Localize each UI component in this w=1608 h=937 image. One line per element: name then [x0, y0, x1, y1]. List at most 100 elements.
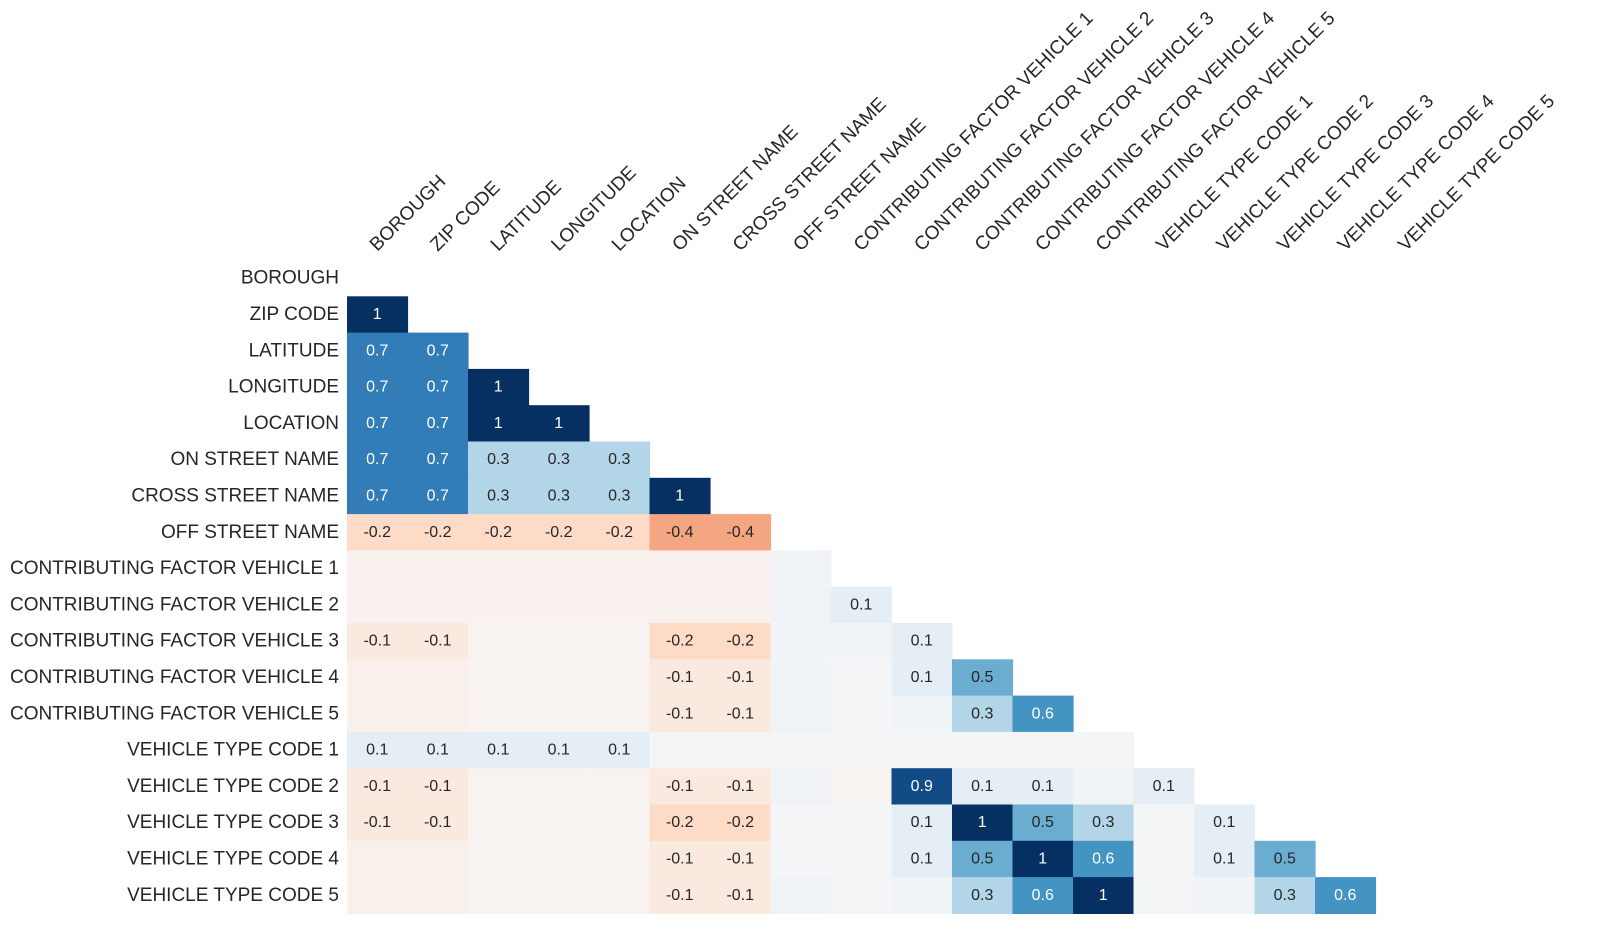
heatmap-cell	[770, 586, 832, 624]
heatmap-cell	[528, 877, 590, 914]
heatmap-cell	[1133, 840, 1195, 878]
heatmap-cell-label: 0.3	[548, 487, 570, 504]
row-label: VEHICLE TYPE CODE 3	[127, 812, 339, 833]
heatmap-cell	[528, 623, 590, 660]
heatmap-cell	[347, 695, 409, 733]
heatmap-cell	[407, 514, 469, 551]
heatmap-cell	[649, 695, 711, 733]
heatmap-cell	[891, 659, 953, 697]
heatmap-cell	[710, 731, 772, 769]
heatmap-cell-label: -0.1	[666, 778, 694, 795]
row-label: ZIP CODE	[250, 304, 339, 325]
heatmap-cell	[1073, 731, 1135, 769]
heatmap-cell-label: -0.2	[545, 524, 573, 541]
heatmap-cell	[831, 804, 893, 842]
heatmap-cell-label: -0.4	[726, 524, 754, 541]
heatmap-cell	[347, 659, 409, 697]
heatmap-cell-label: 0.7	[366, 415, 388, 432]
row-label: CONTRIBUTING FACTOR VEHICLE 5	[10, 703, 339, 724]
heatmap-cell	[831, 731, 893, 769]
heatmap-cell	[1012, 768, 1074, 806]
heatmap-cell-label: 1	[1099, 887, 1108, 904]
heatmap-cell-label: 0.7	[366, 379, 388, 396]
heatmap-cell	[468, 768, 530, 806]
heatmap-cell	[831, 877, 893, 914]
heatmap-cell	[589, 840, 651, 878]
heatmap-cell	[770, 623, 832, 660]
heatmap-cell	[347, 441, 409, 479]
heatmap-cell	[1012, 695, 1074, 733]
heatmap-cell-label: 0.7	[366, 342, 388, 359]
heatmap-cell-label: 0.3	[608, 451, 630, 468]
heatmap-cell-label: -0.1	[726, 887, 754, 904]
heatmap-cell	[589, 659, 651, 697]
heatmap-cell	[831, 840, 893, 878]
heatmap-cell	[347, 840, 409, 878]
heatmap-cell	[1073, 877, 1135, 914]
heatmap-cell	[770, 840, 832, 878]
heatmap-cell-label: 0.6	[1092, 850, 1114, 867]
heatmap-cell-label: -0.2	[726, 814, 754, 831]
heatmap-cell-label: 0.7	[427, 415, 449, 432]
heatmap-cell-label: 0.3	[487, 487, 509, 504]
heatmap-cell	[468, 659, 530, 697]
heatmap-cell	[407, 731, 469, 769]
heatmap-cell	[407, 586, 469, 624]
heatmap-cell	[1012, 804, 1074, 842]
heatmap-cell-label: -0.1	[726, 778, 754, 795]
heatmap-cell	[1012, 731, 1074, 769]
heatmap-cell	[710, 768, 772, 806]
heatmap-cell-label: 0.3	[971, 705, 993, 722]
heatmap-cell-label: 0.1	[911, 814, 933, 831]
heatmap-cell	[528, 659, 590, 697]
heatmap-cell	[528, 441, 590, 479]
heatmap-cell	[831, 695, 893, 733]
heatmap-cell-label: -0.1	[424, 633, 452, 650]
heatmap-cell-label: 1	[494, 379, 503, 396]
heatmap-cell	[710, 659, 772, 697]
heatmap-cell	[1254, 877, 1316, 914]
heatmap-cell	[347, 550, 409, 588]
heatmap-cell	[528, 768, 590, 806]
heatmap-cell-label: 1	[373, 306, 382, 323]
heatmap-cell	[407, 804, 469, 842]
heatmap-cell	[407, 550, 469, 588]
heatmap-cell	[1133, 877, 1195, 914]
heatmap-cell	[589, 695, 651, 733]
heatmap-cell	[347, 731, 409, 769]
heatmap-cell	[589, 804, 651, 842]
heatmap-cell	[710, 695, 772, 733]
heatmap-cell	[1194, 804, 1256, 842]
heatmap-cell	[407, 659, 469, 697]
heatmap-cell-label: -0.1	[363, 814, 391, 831]
heatmap-cell	[1073, 768, 1135, 806]
heatmap-cell	[770, 659, 832, 697]
row-label: CONTRIBUTING FACTOR VEHICLE 4	[10, 667, 339, 688]
heatmap-cell	[407, 768, 469, 806]
heatmap-cell-label: 0.7	[427, 487, 449, 504]
heatmap-cell-label: 0.1	[548, 742, 570, 759]
heatmap-cell	[710, 514, 772, 551]
heatmap-cell-label: 1	[675, 487, 684, 504]
heatmap-cell-label: 0.3	[608, 487, 630, 504]
heatmap-cell	[770, 695, 832, 733]
heatmap-cell-label: 0.3	[1092, 814, 1114, 831]
heatmap-cell	[710, 877, 772, 914]
heatmap-cell	[1073, 804, 1135, 842]
heatmap-cell	[589, 514, 651, 551]
heatmap-cell	[1012, 840, 1074, 878]
heatmap-cell	[589, 623, 651, 660]
heatmap-cell	[468, 586, 530, 624]
heatmap-cell	[831, 659, 893, 697]
heatmap-cell	[347, 877, 409, 914]
heatmap-cell	[1133, 768, 1195, 806]
heatmap-cell	[468, 441, 530, 479]
heatmap-cell	[770, 804, 832, 842]
heatmap-cell-label: -0.2	[605, 524, 633, 541]
heatmap-cell-label: 1	[978, 814, 987, 831]
heatmap-cell-label: 0.5	[1032, 814, 1054, 831]
heatmap-cell	[528, 586, 590, 624]
heatmap-cell	[770, 768, 832, 806]
